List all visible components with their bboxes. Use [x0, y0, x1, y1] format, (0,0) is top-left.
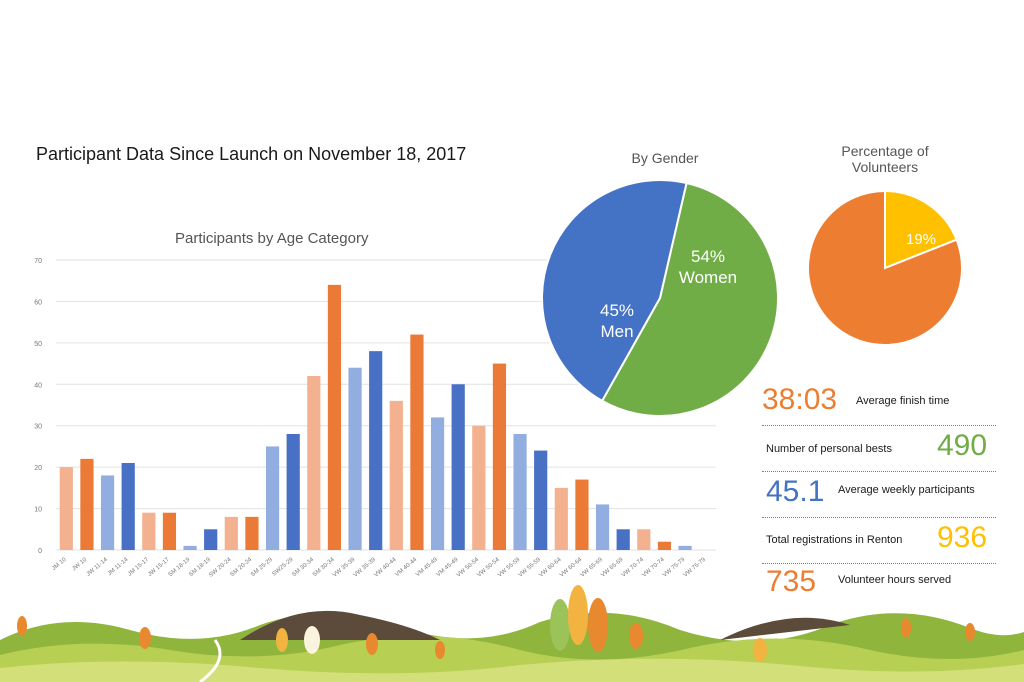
- y-tick-label: 0: [38, 548, 42, 555]
- bar: [245, 516, 259, 550]
- pie-value-label: 19%: [906, 231, 936, 248]
- bar: [554, 487, 568, 550]
- bar: [80, 458, 94, 550]
- stat-label: Volunteer hours served: [838, 574, 952, 586]
- pie-value-label: 45%: [600, 301, 634, 320]
- stat-value: 936: [937, 521, 988, 554]
- stat-label: Total registrations in Renton: [766, 534, 903, 546]
- bar: [472, 425, 486, 550]
- bar: [513, 434, 527, 550]
- y-tick-label: 60: [34, 299, 42, 306]
- divider: [762, 563, 996, 564]
- bar: [348, 367, 362, 550]
- y-tick-label: 10: [34, 507, 42, 514]
- bar: [265, 446, 280, 550]
- bar: [142, 512, 156, 550]
- bar: [327, 284, 342, 550]
- bar: [595, 504, 610, 550]
- stat-volunteer-hours: 735 Volunteer hours served: [762, 562, 996, 608]
- divider: [762, 517, 996, 518]
- bar: [616, 529, 630, 550]
- pie-category-label: Men: [600, 322, 633, 341]
- bar: [534, 450, 548, 550]
- divider: [762, 425, 996, 426]
- bar: [224, 516, 238, 550]
- bar: [121, 463, 135, 550]
- bar: [286, 434, 300, 550]
- y-tick-label: 40: [34, 382, 42, 389]
- pie-slice: [807, 189, 963, 346]
- pie-slice: [600, 181, 779, 417]
- bar: [410, 334, 424, 550]
- pie-value-label: 54%: [691, 247, 725, 266]
- stat-label: Number of personal bests: [766, 443, 892, 455]
- stat-finish-time: 38:03 Average finish time: [762, 380, 996, 426]
- stat-weekly-participants: 45.1 Average weekly participants: [762, 472, 996, 518]
- y-tick-label: 50: [34, 341, 42, 348]
- bar: [204, 529, 218, 550]
- bar: [100, 475, 115, 550]
- bar: [657, 541, 672, 550]
- stat-label: Average weekly participants: [838, 484, 975, 496]
- bar: [59, 467, 73, 550]
- pie-category-label: Women: [679, 268, 737, 287]
- bar: [389, 400, 403, 550]
- volunteers-chart-title: Percentage of Volunteers: [841, 143, 929, 175]
- stat-value: 490: [937, 429, 988, 462]
- pie-slice: [884, 189, 958, 270]
- bar: [451, 384, 465, 550]
- stat-personal-bests: Number of personal bests 490: [762, 426, 996, 472]
- gender-chart-title: By Gender: [631, 150, 699, 166]
- bar: [162, 512, 177, 550]
- bar: [492, 363, 507, 550]
- bar: [637, 529, 651, 550]
- bar-chart-title: Participants by Age Category: [175, 230, 369, 247]
- stat-label: Average finish time: [856, 395, 950, 407]
- y-tick-label: 30: [34, 424, 42, 431]
- bar: [183, 545, 197, 550]
- page-title: Participant Data Since Launch on Novembe…: [36, 144, 467, 164]
- pie-slice: [541, 179, 688, 403]
- stat-value: 735: [766, 565, 817, 598]
- stat-registrations: Total registrations in Renton 936: [762, 518, 996, 564]
- bar: [678, 545, 692, 550]
- stat-value: 45.1: [766, 475, 825, 508]
- y-tick-label: 20: [34, 465, 42, 472]
- stat-value: 38:03: [762, 383, 838, 416]
- bar: [369, 351, 383, 550]
- bar: [430, 417, 445, 550]
- y-tick-label: 70: [34, 258, 42, 265]
- divider: [762, 471, 996, 472]
- bar: [307, 376, 321, 550]
- bar: [575, 479, 589, 550]
